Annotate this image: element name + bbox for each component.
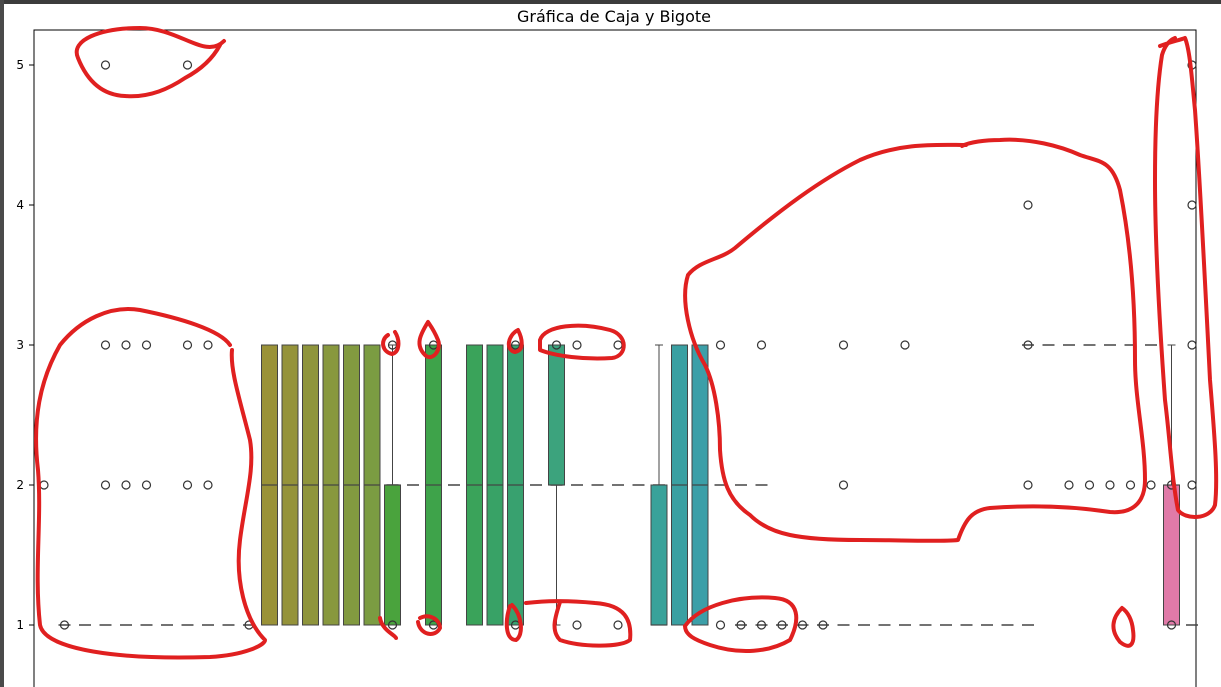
outlier-point xyxy=(838,480,849,490)
outlier-point xyxy=(1105,480,1115,490)
red-annotations xyxy=(34,26,1219,660)
outlier-point xyxy=(387,620,398,630)
box xyxy=(650,344,668,626)
box xyxy=(671,344,688,626)
box xyxy=(548,344,565,626)
annotation-outline xyxy=(378,616,398,640)
outlier-point xyxy=(572,620,582,630)
box xyxy=(425,344,442,626)
box xyxy=(322,344,340,626)
boxes-group xyxy=(261,344,1180,626)
annotation-outline xyxy=(538,323,626,361)
outlier-point xyxy=(1023,340,1033,350)
annotation-outline xyxy=(683,595,799,654)
outlier-point xyxy=(121,480,131,490)
outlier-point xyxy=(121,340,131,350)
annotation-outline xyxy=(381,330,401,356)
outlier-point xyxy=(1187,200,1197,210)
outlier-point xyxy=(100,340,111,350)
annotation-outline xyxy=(417,320,441,360)
outlier-point xyxy=(100,60,111,70)
annotation-outline xyxy=(416,614,442,636)
box-body xyxy=(650,484,668,626)
annotation-outline xyxy=(683,137,1147,543)
box-body xyxy=(548,344,565,486)
outlier-point xyxy=(777,620,787,630)
y-tick-label: 2 xyxy=(16,478,24,492)
y-tick-label: 3 xyxy=(16,338,24,352)
outlier-point xyxy=(838,340,849,350)
outlier-point xyxy=(1023,480,1033,490)
box xyxy=(384,344,401,626)
box xyxy=(281,344,299,626)
outlier-point xyxy=(203,480,213,490)
outlier-point xyxy=(1146,480,1156,490)
outlier-point xyxy=(59,620,70,630)
outlier-point xyxy=(818,620,828,630)
flat-median-lines xyxy=(58,344,1198,626)
y-axis: 1 2 3 4 5 xyxy=(16,58,34,632)
annotation-outline xyxy=(1153,36,1219,519)
outlier-point xyxy=(1084,480,1095,490)
outlier-point xyxy=(100,480,111,490)
annotation-outline xyxy=(74,26,226,99)
outlier-point xyxy=(715,620,726,630)
outlier-point xyxy=(1187,340,1197,350)
outlier-point xyxy=(736,620,746,630)
outlier-point xyxy=(182,480,193,490)
annotation-outline xyxy=(524,599,633,648)
box xyxy=(343,344,360,626)
box xyxy=(261,344,278,626)
outlier-point xyxy=(141,480,152,490)
outlier-point xyxy=(572,340,582,350)
outlier-point xyxy=(182,340,193,350)
box xyxy=(363,344,381,626)
outlier-point xyxy=(1187,480,1197,490)
annotation-outline xyxy=(1111,606,1136,648)
annotation-outline xyxy=(506,328,524,354)
outlier-point xyxy=(1166,620,1177,630)
y-tick-label: 1 xyxy=(16,618,24,632)
box xyxy=(302,344,319,626)
window-left-edge xyxy=(0,0,4,687)
outlier-point xyxy=(613,620,623,630)
box xyxy=(486,344,504,626)
y-tick-label: 4 xyxy=(16,198,24,212)
chart-title: Gráfica de Caja y Bigote xyxy=(517,7,711,26)
outlier-point xyxy=(39,480,49,490)
outlier-point xyxy=(510,340,521,350)
outlier-point xyxy=(756,340,767,350)
outlier-point xyxy=(1064,480,1074,490)
plot-frame xyxy=(33,29,1197,687)
box xyxy=(691,344,709,626)
annotation-outline xyxy=(504,603,523,642)
box-body xyxy=(384,484,401,626)
outlier-point xyxy=(756,620,767,630)
box xyxy=(507,344,524,626)
outlier-point xyxy=(715,340,726,350)
outlier-point xyxy=(551,340,562,350)
window-top-edge xyxy=(0,0,1221,4)
outlier-point xyxy=(1023,200,1033,210)
outlier-point xyxy=(900,340,910,350)
outlier-point xyxy=(1125,480,1136,490)
box xyxy=(466,344,483,626)
annotation-outline xyxy=(34,307,267,660)
outlier-point xyxy=(203,340,213,350)
outlier-point xyxy=(141,340,152,350)
outlier-point xyxy=(613,340,623,350)
y-tick-label: 5 xyxy=(16,58,24,72)
outlier-point xyxy=(797,620,808,630)
outliers-group xyxy=(39,60,1197,630)
outlier-point xyxy=(182,60,193,70)
